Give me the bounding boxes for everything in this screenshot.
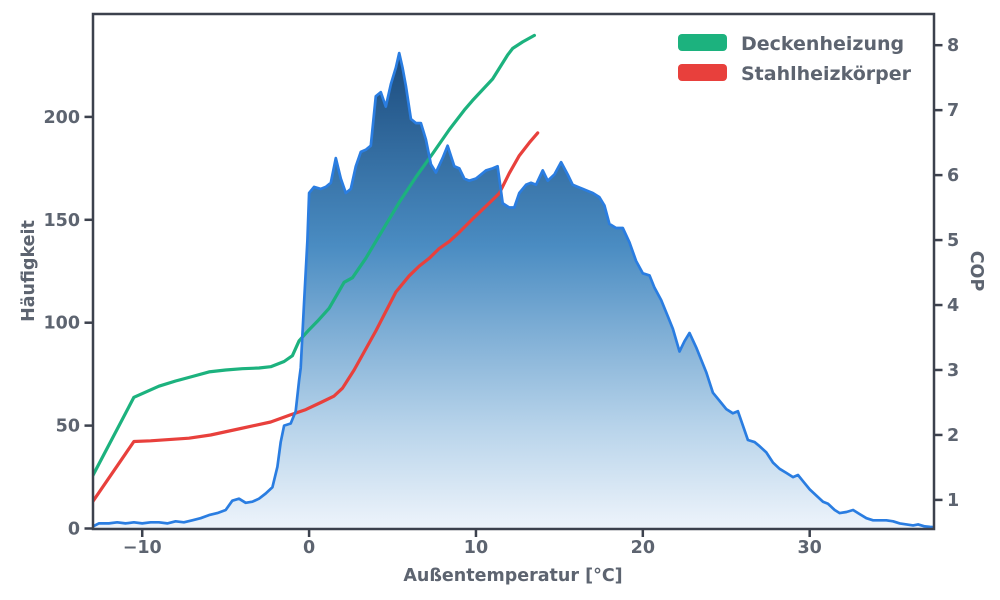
y-left-tick-label-0: 0 [68, 520, 80, 540]
y-right-tick-label-3: 3 [947, 361, 959, 381]
histogram-edge-line [93, 51, 934, 529]
x-tick-label-0: 0 [303, 538, 315, 558]
legend-label-stahlheizkoerper: Stahlheizkörper [741, 63, 912, 85]
y-right-tick-label-8: 8 [947, 36, 959, 56]
y-left-tick-label-200: 200 [43, 108, 80, 128]
legend: Deckenheizung Stahlheizkörper [678, 33, 912, 85]
y-right-tick-label-6: 6 [947, 166, 959, 186]
histogram-area-fill [93, 53, 934, 529]
plot-border [91, 12, 936, 531]
x-tick-label-10: 10 [464, 538, 488, 558]
x-tick-label--10: −10 [123, 538, 162, 558]
y-left-tick-label-100: 100 [43, 314, 80, 334]
y-right-tick-label-7: 7 [947, 101, 959, 121]
y-left-tick-label-150: 150 [43, 211, 80, 231]
legend-swatch-deckenheizung [678, 34, 727, 51]
y-right-tick-label-2: 2 [947, 426, 959, 446]
x-axis-title: Außentemperatur [°C] [403, 566, 622, 586]
x-tick-label-20: 20 [631, 538, 655, 558]
y-right-tick-label-1: 1 [947, 491, 959, 511]
cop-lines [93, 33, 540, 503]
y-right-tick-label-4: 4 [947, 296, 959, 316]
y-right-axis-title: COP [966, 251, 986, 292]
legend-swatch-stahlheizkoerper [678, 64, 727, 81]
y-right-tick-label-5: 5 [947, 231, 959, 251]
histogram-outline-path [93, 51, 934, 529]
x-tick-label-30: 30 [798, 538, 822, 558]
axis-tick-labels: −10 0 10 20 30 0 50 100 150 200 1 2 3 4 5 6 7 8 [43, 36, 959, 558]
legend-label-deckenheizung: Deckenheizung [741, 33, 904, 55]
histogram-fill-path [93, 53, 934, 529]
y-left-axis-title: Häufigkeit [19, 220, 39, 322]
stahlheizkrper-line [93, 131, 540, 503]
axis-ticks [84, 43, 943, 537]
y-left-tick-label-50: 50 [56, 417, 80, 437]
deckenheizung-line [93, 33, 536, 477]
